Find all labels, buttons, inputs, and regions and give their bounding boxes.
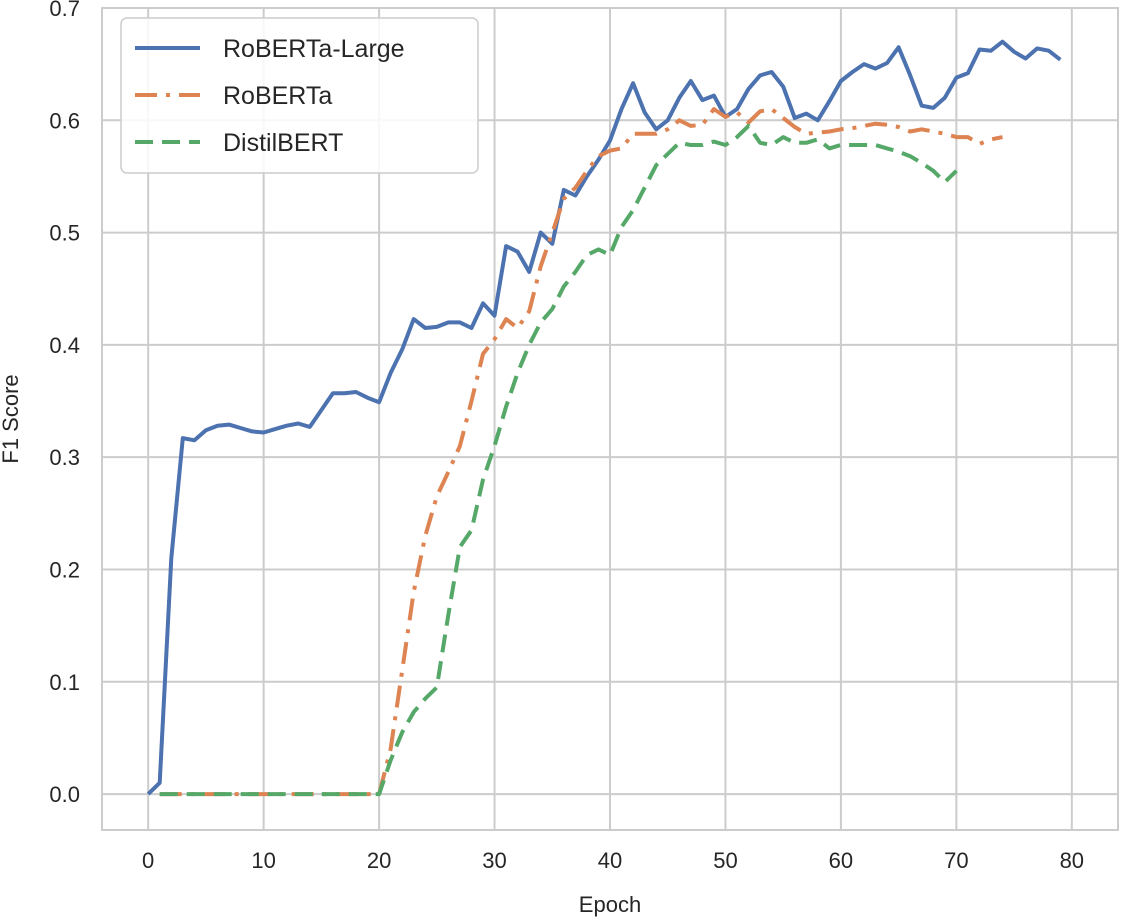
legend: RoBERTa-Large RoBERTa DistilBERT	[120, 17, 479, 174]
y-tick-label: 0.5	[49, 221, 80, 246]
plot-frame	[101, 7, 1119, 831]
series-line-1	[159, 107, 1003, 797]
y-tick-label: 0.1	[49, 670, 80, 695]
x-tick-label: 30	[482, 848, 506, 873]
y-tick-label: 0.7	[49, 0, 80, 21]
legend-label: RoBERTa	[223, 82, 332, 110]
x-tick-label: 60	[829, 848, 853, 873]
y-tick-label: 0.6	[49, 108, 80, 133]
y-tick-label: 0.3	[49, 445, 80, 470]
x-tick-labels: 0 10 20 30 40 50 60 70 80	[142, 848, 1084, 873]
x-axis-label: Epoch	[579, 892, 641, 917]
y-tick-label: 0.0	[49, 782, 80, 807]
legend-label: DistilBERT	[223, 129, 343, 157]
x-tick-label: 80	[1060, 848, 1084, 873]
x-tick-label: 70	[944, 848, 968, 873]
y-tick-label: 0.4	[49, 333, 80, 358]
series-line-0	[146, 39, 1062, 796]
legend-box	[120, 17, 479, 174]
x-tick-label: 20	[367, 848, 391, 873]
series-lines	[146, 39, 1062, 797]
x-tick-label: 50	[713, 848, 737, 873]
x-tick-label: 10	[251, 848, 275, 873]
y-axis-label: F1 Score	[0, 374, 23, 463]
legend-label: RoBERTa-Large	[223, 35, 405, 63]
x-tick-label: 0	[142, 848, 154, 873]
y-tick-label: 0.2	[49, 557, 80, 582]
x-tick-label: 40	[598, 848, 622, 873]
y-tick-labels: 0.0 0.1 0.2 0.3 0.4 0.5 0.6 0.7	[49, 0, 80, 807]
